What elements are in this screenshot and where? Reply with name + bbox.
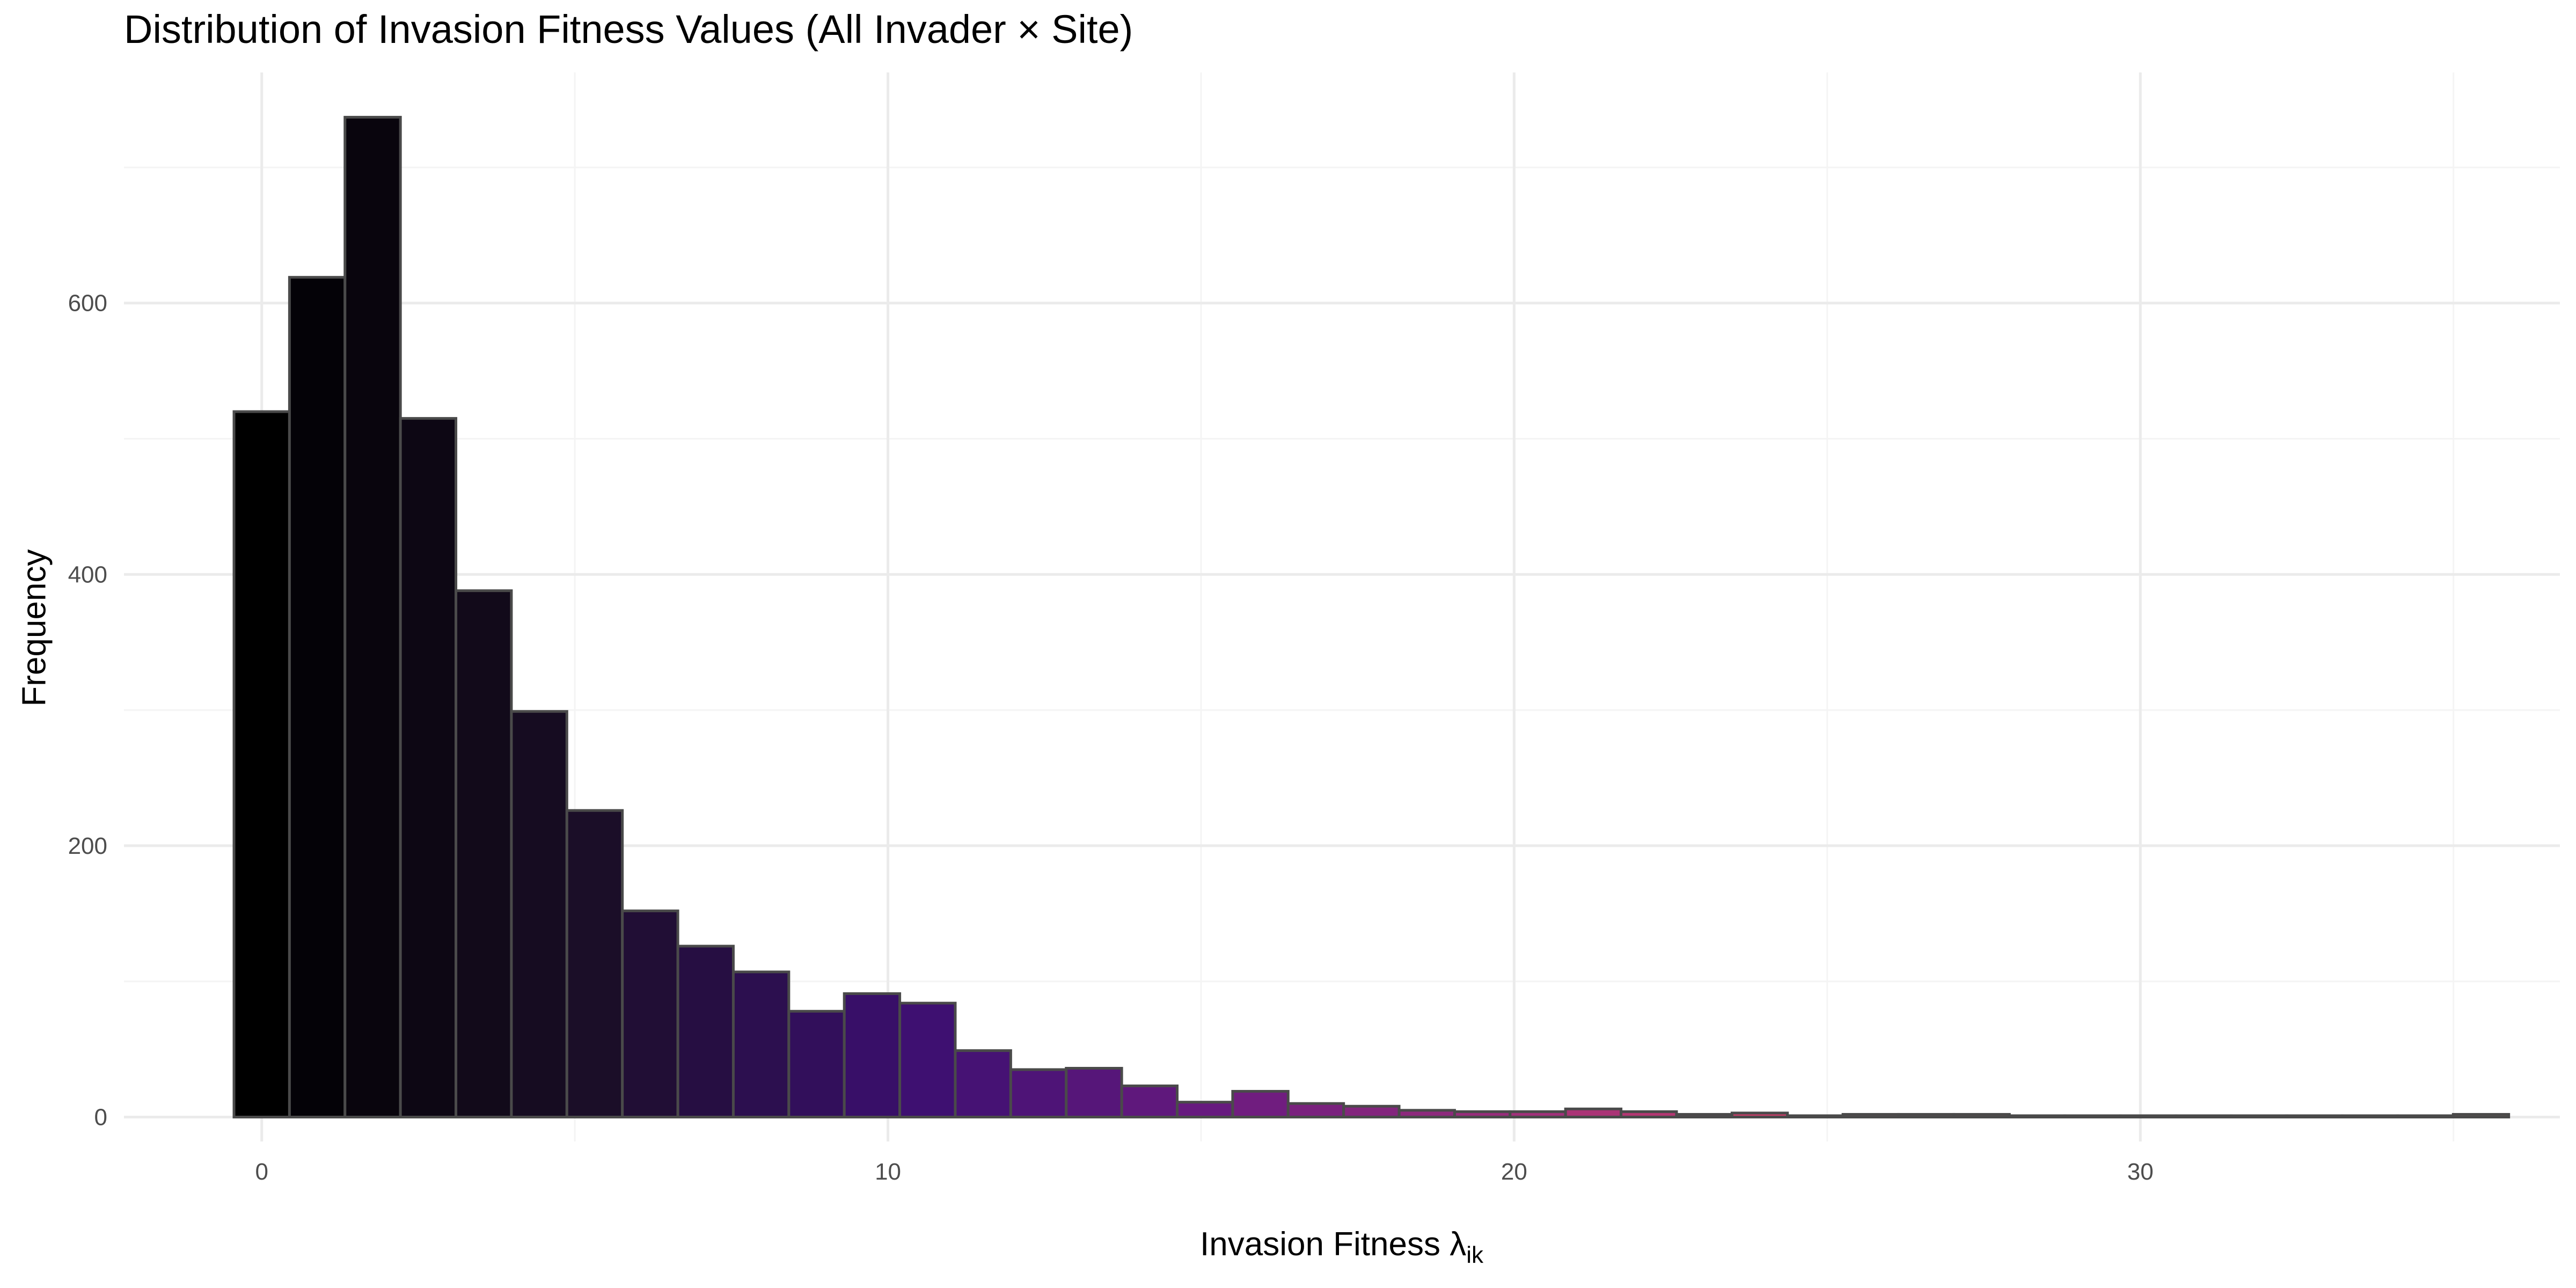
histogram-bar [510,710,568,1118]
histogram-bar [1786,1114,1845,1118]
histogram-bars [232,115,2511,1118]
histogram-bar [1065,1066,1123,1118]
histogram-bar [843,992,902,1118]
histogram-bar [2230,1114,2288,1118]
histogram-bar [1120,1084,1179,1118]
histogram-bar [1564,1107,1623,1118]
histogram-bar [1952,1113,2011,1118]
x-axis-label-subscript: ik [1466,1242,1483,1268]
x-tick-label: 20 [1501,1159,1527,1185]
histogram-bar [2119,1114,2177,1118]
histogram-bar [1009,1068,1068,1118]
histogram-bar [787,1009,846,1118]
histogram-bar [1841,1113,1900,1118]
histogram-bar [1453,1110,1512,1118]
histogram-bar [2174,1114,2233,1118]
y-tick-label: 0 [94,1104,107,1130]
histogram-bar [2008,1114,2067,1118]
histogram-bar [2341,1114,2399,1118]
histogram-bar [1342,1104,1401,1118]
x-axis-label: Invasion Fitness λik [1200,1225,1483,1269]
histogram-bar [455,589,513,1118]
histogram-bar [1620,1110,1678,1118]
x-tick-label: 0 [255,1159,268,1185]
histogram-bar [1176,1101,1234,1118]
histogram-bar [2063,1114,2122,1118]
histogram-bar [1730,1111,1789,1118]
histogram-bar [1231,1089,1290,1118]
histogram-bar [1675,1113,1733,1118]
y-tick-label: 400 [68,561,107,588]
x-tick-label: 10 [875,1159,901,1185]
histogram-bar [399,417,458,1118]
histogram-bar [2285,1114,2344,1118]
histogram-bar [621,909,679,1118]
histogram-bar [1509,1110,1567,1118]
histogram-bar [2451,1113,2511,1118]
histogram-bar [1897,1113,1956,1118]
histogram-bar [1286,1102,1345,1118]
y-tick-label: 200 [68,833,107,859]
x-tick-label: 30 [2127,1159,2154,1185]
histogram-bar [565,809,624,1118]
histogram-bar [232,410,291,1118]
histogram-bar [1397,1109,1456,1118]
histogram-bar [288,276,347,1118]
histogram-bar [898,1001,957,1118]
y-tick-label: 600 [68,290,107,317]
histogram-bar [731,970,791,1118]
histogram-bar [2396,1114,2455,1118]
histogram-bar [954,1049,1012,1118]
histogram-bar [343,115,402,1118]
y-axis-ticks: 0 200 400 600 [68,290,107,1131]
histogram-bar [676,945,735,1118]
chart-title: Distribution of Invasion Fitness Values … [124,7,1133,52]
x-axis-label-text: Invasion Fitness λ [1200,1226,1467,1263]
x-axis-ticks: 0 10 20 30 [255,1159,2153,1185]
